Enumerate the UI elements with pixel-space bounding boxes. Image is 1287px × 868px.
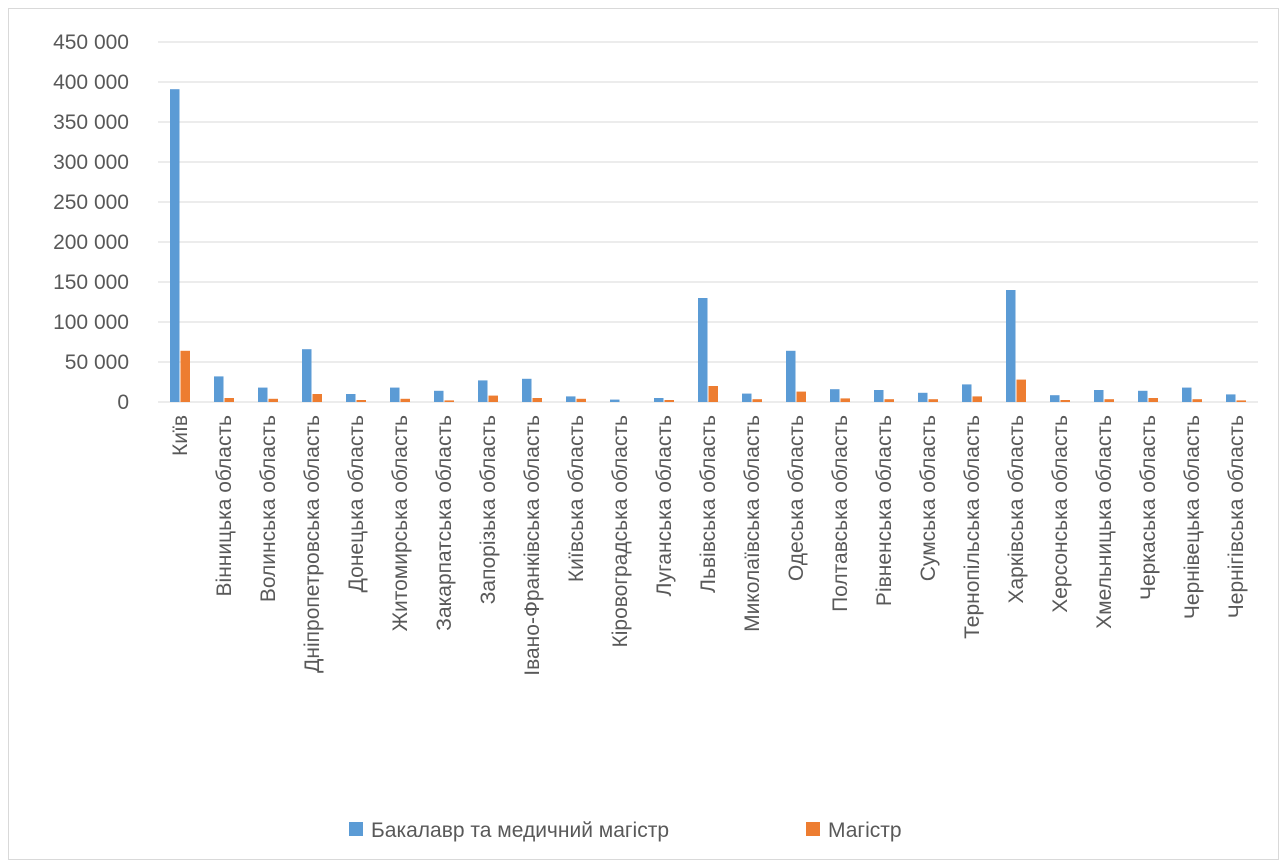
y-tick-label: 0: [117, 391, 129, 414]
bar-bachelor: [830, 389, 840, 402]
bar-bachelor: [478, 380, 488, 402]
bar-bachelor: [346, 394, 356, 402]
x-tick-label: Миколаївська область: [741, 415, 764, 632]
bar-bachelor: [390, 387, 400, 402]
bar-master: [664, 400, 674, 402]
x-tick-label: Закарпатська область: [433, 415, 456, 631]
legend: Бакалавр та медичний магістр Магістр: [349, 819, 902, 842]
x-tick-label: Чернівецька область: [1181, 415, 1204, 619]
bar-bachelor: [742, 393, 752, 402]
bar-bachelor: [874, 390, 884, 402]
bar-bachelor: [1182, 387, 1192, 402]
x-tick-label: Запорізька область: [477, 415, 500, 604]
bar-bachelor: [698, 298, 708, 402]
bar-master: [1104, 399, 1114, 402]
x-tick-label: Одеська область: [785, 415, 808, 581]
x-tick-label: Рівненська область: [873, 415, 896, 606]
legend-swatch-master: [806, 822, 820, 836]
x-tick-label: Дніпропетровська область: [301, 415, 324, 673]
bar-master: [928, 399, 938, 402]
bar-master: [972, 396, 982, 402]
legend-label-master: Магістр: [828, 819, 902, 842]
bar-bachelor: [786, 350, 796, 402]
bar-bachelor: [610, 399, 620, 402]
chart-area: [8, 8, 1279, 860]
bar-master: [1236, 400, 1246, 402]
bar-bachelor: [1050, 395, 1060, 402]
bar-bachelor: [566, 396, 576, 402]
bars: [170, 89, 1246, 402]
bar-master: [1016, 379, 1026, 402]
bar-master: [400, 398, 410, 402]
bar-master: [488, 395, 498, 402]
bar-bachelor: [1094, 390, 1104, 402]
bar-bachelor: [302, 349, 312, 402]
bar-master: [752, 399, 762, 402]
x-tick-label: Кіровоградська область: [609, 415, 632, 648]
bar-master: [1148, 398, 1158, 402]
x-tick-label: Харківська область: [1005, 415, 1028, 604]
bar-bachelor: [170, 89, 180, 402]
x-tick-label: Волинська область: [257, 415, 280, 602]
x-tick-label: Київська область: [565, 415, 588, 582]
x-tick-label: Полтавська область: [829, 415, 852, 612]
bar-bachelor: [918, 392, 928, 402]
bar-bachelor: [258, 387, 268, 402]
y-tick-label: 350 000: [53, 111, 129, 134]
y-tick-label: 50 000: [65, 351, 129, 374]
y-axis: 0 50 000 100 000 150 000 200 000 250 000 300 0…: [53, 31, 129, 414]
x-tick-label: Вінницька область: [213, 415, 236, 597]
y-tick-label: 400 000: [53, 71, 129, 94]
x-tick-label: Київ: [169, 415, 192, 456]
bar-master: [884, 399, 894, 402]
bar-master: [840, 398, 850, 402]
legend-label-bachelor: Бакалавр та медичний магістр: [371, 819, 669, 842]
bar-master: [796, 391, 806, 402]
gridlines: [158, 41, 1258, 403]
x-tick-label: Сумська область: [917, 415, 940, 581]
bar-bachelor: [1006, 290, 1016, 402]
bar-master: [532, 398, 542, 402]
bar-master: [1192, 399, 1202, 402]
x-tick-label: Донецька область: [345, 415, 368, 592]
x-axis: Київ Вінницька область Волинська область Дн…: [169, 415, 1248, 676]
bar-bachelor: [1226, 394, 1236, 402]
y-tick-label: 250 000: [53, 191, 129, 214]
bar-master: [312, 394, 322, 402]
bar-master: [576, 398, 586, 402]
y-tick-label: 200 000: [53, 231, 129, 254]
x-tick-label: Хмельницька область: [1093, 415, 1116, 629]
bar-master: [268, 398, 278, 402]
bar-bachelor: [654, 398, 664, 402]
legend-swatch-bachelor: [349, 822, 363, 836]
y-tick-label: 300 000: [53, 151, 129, 174]
bar-master: [356, 400, 366, 402]
bar-master: [224, 398, 234, 402]
x-tick-label: Львівська область: [697, 415, 720, 593]
bar-master: [180, 350, 190, 402]
bar-master: [1060, 400, 1070, 402]
y-tick-label: 150 000: [53, 271, 129, 294]
x-tick-label: Івано-Франківська область: [521, 415, 544, 676]
x-tick-label: Тернопільська область: [961, 415, 984, 639]
x-tick-label: Луганська область: [653, 415, 676, 596]
x-tick-label: Житомирська область: [389, 415, 412, 631]
bar-bachelor: [1138, 390, 1148, 402]
y-tick-label: 100 000: [53, 311, 129, 334]
bar-bachelor: [434, 390, 444, 402]
bar-bachelor: [214, 376, 224, 402]
x-tick-label: Черкаська область: [1137, 415, 1160, 600]
bar-bachelor: [522, 378, 532, 402]
x-tick-label: Чернігівська область: [1225, 415, 1248, 618]
bar-master: [708, 386, 718, 402]
bar-bachelor: [962, 384, 972, 402]
bar-master: [444, 400, 454, 402]
x-tick-label: Херсонська область: [1049, 415, 1072, 613]
y-tick-label: 450 000: [53, 31, 129, 54]
